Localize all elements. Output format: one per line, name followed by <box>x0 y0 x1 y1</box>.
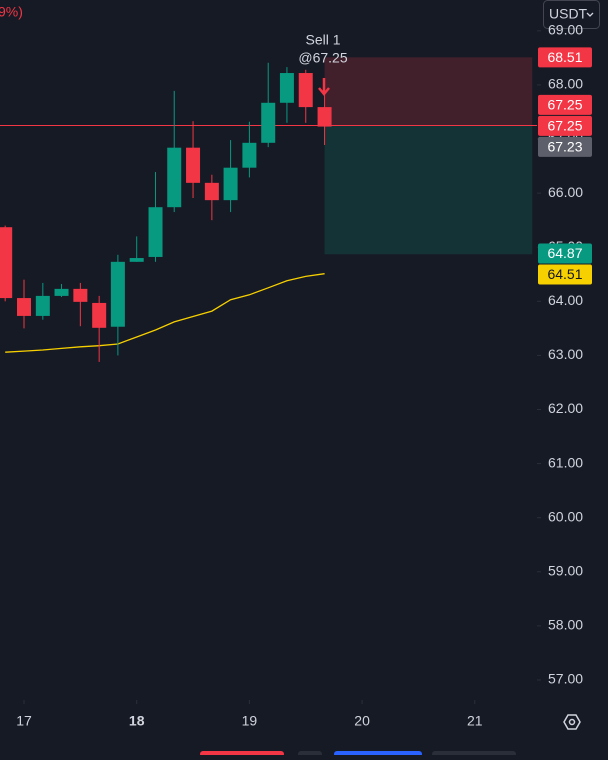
candle-body <box>110 261 125 327</box>
candle-body <box>148 207 163 257</box>
candle-body <box>129 258 144 262</box>
price-label-box <box>538 47 592 68</box>
bottom-tab[interactable] <box>334 751 422 757</box>
candle-body <box>223 167 238 201</box>
x-tick-label: 17 <box>16 713 32 729</box>
currency-label[interactable]: USDT <box>549 6 588 22</box>
price-label: 67.25 <box>547 97 582 113</box>
stop-zone <box>324 57 533 126</box>
price-label: 67.23 <box>547 139 582 155</box>
price-label: 64.51 <box>547 266 582 282</box>
y-tick-label: 64.00 <box>548 292 583 308</box>
settings-hexagon[interactable] <box>563 714 581 730</box>
price-label-box <box>538 94 592 115</box>
y-tick-label: 68.00 <box>548 76 583 92</box>
price-label-box <box>538 264 592 285</box>
y-tick-label: 59.00 <box>548 562 583 578</box>
y-tick-label: 69.00 <box>548 22 583 38</box>
x-tick-label: 19 <box>242 713 258 729</box>
y-tick-label: 63.00 <box>548 346 583 362</box>
candle-body <box>298 73 313 108</box>
candle-body <box>261 102 276 143</box>
price-label-box <box>538 115 592 136</box>
target-zone <box>324 125 533 255</box>
x-tick-label: 20 <box>354 713 370 729</box>
y-tick-label: 58.00 <box>548 617 583 633</box>
bottom-tab[interactable] <box>200 751 284 757</box>
y-tick-label: 57.00 <box>548 671 583 687</box>
candle-body <box>17 298 32 316</box>
candle-body <box>54 288 69 296</box>
annotation-title: Sell 1 <box>305 32 340 48</box>
candle-body <box>317 107 332 127</box>
chevron <box>586 12 594 17</box>
settings-dot[interactable] <box>568 718 576 726</box>
candle-body <box>92 302 107 328</box>
candle-body <box>242 142 257 168</box>
candle-body <box>279 73 294 103</box>
price-label: 68.51 <box>547 49 582 65</box>
price-label: 67.25 <box>547 118 582 134</box>
bottom-tab[interactable] <box>298 751 322 757</box>
x-tick-label: 18 <box>129 713 145 729</box>
x-tick-label: 21 <box>467 713 483 729</box>
candle-body <box>186 147 201 183</box>
candle-body <box>204 182 219 201</box>
candle-body <box>35 295 50 316</box>
price-label-box <box>538 243 592 264</box>
price-label-box <box>538 136 592 157</box>
plot <box>0 30 541 704</box>
candle-body <box>167 147 182 208</box>
bottom-tab[interactable] <box>432 751 516 757</box>
y-tick-label: 60.00 <box>548 508 583 524</box>
y-tick-label: 62.00 <box>548 400 583 416</box>
candle-body <box>0 227 13 299</box>
settings-icon[interactable] <box>563 714 581 730</box>
currency-button[interactable] <box>543 0 600 29</box>
sell-arrow <box>318 78 330 96</box>
candle-body <box>73 288 88 302</box>
y-tick-label: 66.00 <box>548 184 583 200</box>
corner-text: 9%) <box>0 4 23 20</box>
y-tick-label: 61.00 <box>548 454 583 470</box>
price-label: 64.87 <box>547 245 582 261</box>
moving-average <box>5 273 325 353</box>
annotation-price: @67.25 <box>298 50 347 66</box>
